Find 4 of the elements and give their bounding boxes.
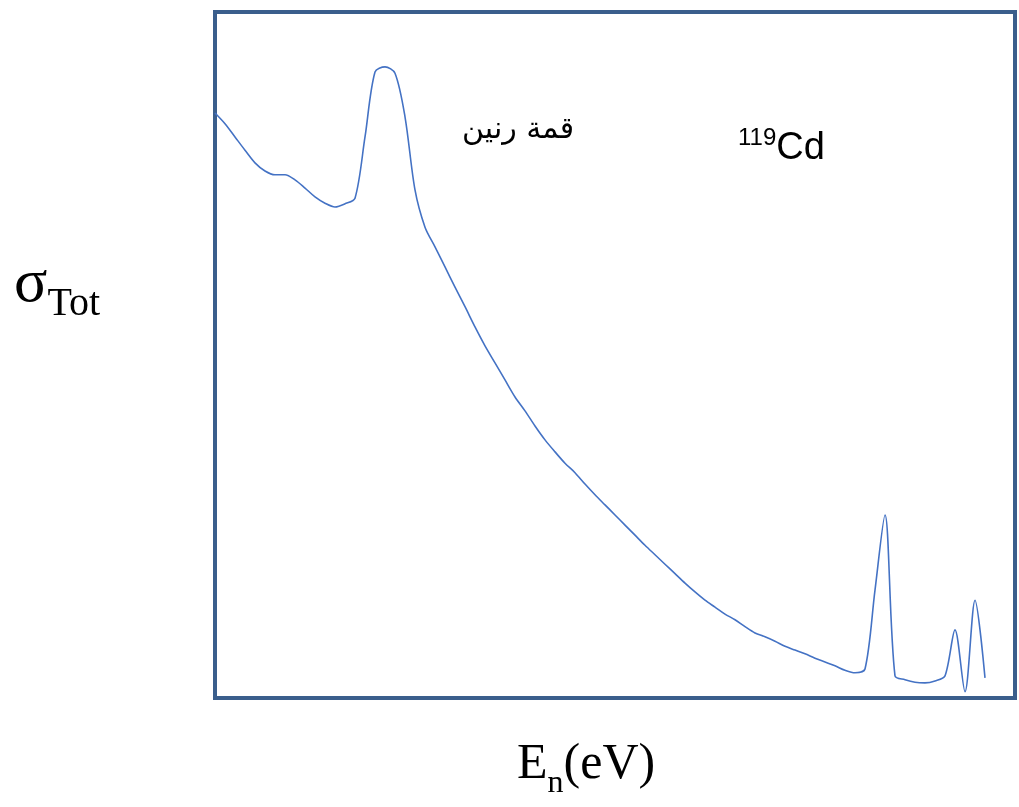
annotation: قمة رنين xyxy=(462,110,575,145)
annotation: $^{119}$Cd xyxy=(738,123,825,168)
y-axis-title: σ$_{Tot}$ xyxy=(14,245,101,325)
x-axis-title: E$_{n}$(eV) xyxy=(517,732,656,800)
